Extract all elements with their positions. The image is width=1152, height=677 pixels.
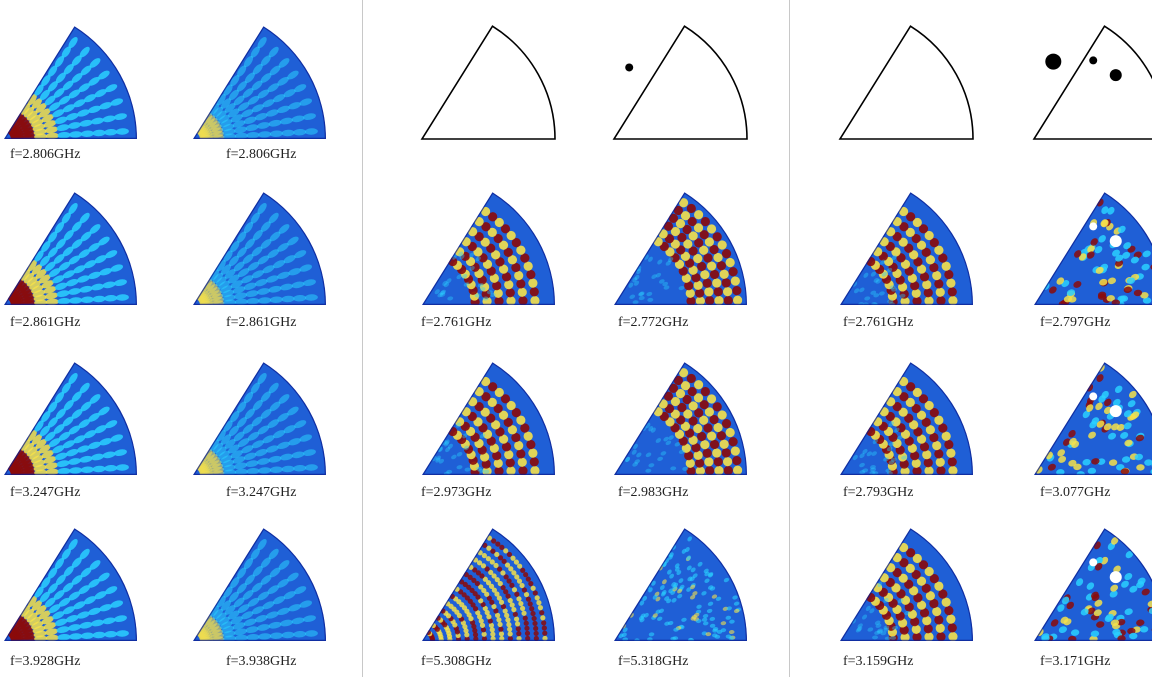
wedge-outline-svg	[838, 25, 974, 140]
scatterer-dot	[1109, 235, 1122, 248]
wedge-field-svg	[840, 362, 973, 475]
frequency-label: f=3.077GHz	[1040, 485, 1111, 500]
cavity-outline	[612, 6, 754, 141]
field-map	[1034, 342, 1152, 477]
wedge-field-svg	[4, 192, 137, 305]
field-map	[1034, 508, 1152, 643]
field-map	[614, 342, 754, 477]
wedge-field-svg	[840, 528, 973, 641]
field-map	[4, 342, 144, 477]
field-map	[840, 508, 980, 643]
scatterer-dot	[1109, 571, 1122, 584]
frequency-label: f=2.861GHz	[226, 315, 297, 330]
frequency-label: f=2.797GHz	[1040, 315, 1111, 330]
wedge-field-svg	[193, 26, 326, 139]
wedge-field-svg	[1034, 528, 1152, 641]
wedge-field-svg	[4, 362, 137, 475]
field-map	[4, 6, 144, 141]
frequency-label: f=2.861GHz	[10, 315, 81, 330]
frequency-label: f=3.247GHz	[10, 485, 81, 500]
scatterer-dot	[1089, 392, 1098, 401]
scatterer-dot	[1109, 69, 1122, 82]
frequency-label: f=2.806GHz	[10, 147, 81, 162]
scatterer-dot	[1045, 389, 1062, 406]
scatterer-dot	[1089, 222, 1098, 231]
field-map	[422, 342, 562, 477]
wedge-field-svg	[614, 362, 747, 475]
frequency-label: f=5.318GHz	[618, 654, 689, 669]
scatterer-dot	[1089, 56, 1098, 65]
frequency-label: f=3.928GHz	[10, 654, 81, 669]
cavity-outline	[838, 6, 980, 141]
field-map	[193, 172, 333, 307]
frequency-label: f=3.247GHz	[226, 485, 297, 500]
wedge-outline-svg	[612, 25, 748, 140]
wedge-boundary	[1032, 25, 1152, 140]
scatterer-dot	[1045, 219, 1062, 236]
panel-divider	[789, 0, 790, 677]
wedge-outline-svg	[420, 25, 556, 140]
field-map	[4, 508, 144, 643]
frequency-label: f=5.308GHz	[421, 654, 492, 669]
scatterer-dot	[1109, 405, 1122, 418]
wedge-boundary	[612, 25, 748, 140]
frequency-label: f=2.793GHz	[843, 485, 914, 500]
wedge-boundary	[838, 25, 974, 140]
wedge-field-svg	[4, 528, 137, 641]
panel-divider	[362, 0, 363, 677]
field-map	[4, 172, 144, 307]
frequency-label: f=3.159GHz	[843, 654, 914, 669]
wedge-field-svg	[422, 192, 555, 305]
scatterer-dot	[1045, 53, 1062, 70]
wedge-field-svg	[422, 362, 555, 475]
frequency-label: f=3.938GHz	[226, 654, 297, 669]
field-map	[422, 508, 562, 643]
field-map	[193, 342, 333, 477]
wedge-field-svg	[614, 192, 747, 305]
field-map	[840, 172, 980, 307]
wedge-field-svg	[1034, 362, 1152, 475]
field-map	[840, 342, 980, 477]
frequency-label: f=2.973GHz	[421, 485, 492, 500]
wedge-outline-svg	[1032, 25, 1152, 140]
wedge-field-svg	[840, 192, 973, 305]
frequency-label: f=2.983GHz	[618, 485, 689, 500]
wedge-field-svg	[422, 528, 555, 641]
cavity-outline	[420, 6, 562, 141]
field-map	[614, 172, 754, 307]
wedge-field-svg	[4, 26, 137, 139]
wedge-field-svg	[614, 528, 747, 641]
field-map	[193, 508, 333, 643]
scatterer-dot	[625, 63, 634, 72]
field-map	[1034, 172, 1152, 307]
wedge-field-svg	[193, 192, 326, 305]
wedge-field-svg	[193, 528, 326, 641]
cavity-outline	[1032, 6, 1152, 141]
scatterer-dot	[1045, 555, 1062, 572]
wedge-field-svg	[193, 362, 326, 475]
frequency-label: f=2.806GHz	[226, 147, 297, 162]
frequency-label: f=3.171GHz	[1040, 654, 1111, 669]
frequency-label: f=2.761GHz	[843, 315, 914, 330]
frequency-label: f=2.772GHz	[618, 315, 689, 330]
field-map	[422, 172, 562, 307]
field-map	[614, 508, 754, 643]
frequency-label: f=2.761GHz	[421, 315, 492, 330]
scatterer-dot	[1089, 558, 1098, 567]
wedge-boundary	[420, 25, 556, 140]
field-map	[193, 6, 333, 141]
wedge-field-svg	[1034, 192, 1152, 305]
